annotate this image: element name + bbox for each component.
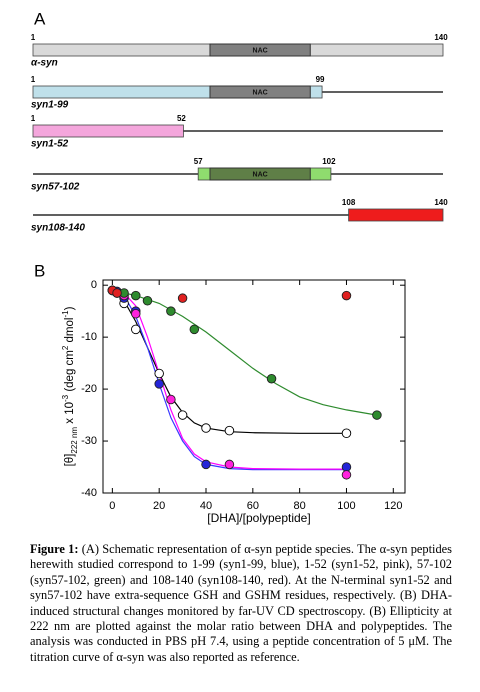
x-tick-label: 0 bbox=[109, 500, 115, 512]
y-axis-label-part: -3 bbox=[61, 394, 70, 402]
y-tick-label: 0 bbox=[91, 279, 97, 291]
y-tick-label: -30 bbox=[81, 435, 97, 447]
caption: Figure 1: (A) Schematic representation o… bbox=[30, 542, 452, 665]
y-tick-label: -10 bbox=[81, 331, 97, 343]
y-tick-label: -40 bbox=[81, 487, 97, 499]
data-point bbox=[166, 394, 176, 405]
nac-label: NAC bbox=[253, 47, 268, 54]
caption-label: Figure 1: bbox=[30, 542, 79, 556]
data-point bbox=[189, 324, 200, 335]
construct-bar bbox=[348, 208, 444, 222]
x-tick-label: 100 bbox=[337, 500, 355, 512]
fit-line bbox=[112, 289, 347, 470]
y-axis-label-part: -1 bbox=[61, 310, 70, 318]
data-point bbox=[112, 288, 122, 298]
nac-box bbox=[209, 43, 311, 57]
data-point bbox=[131, 290, 141, 301]
data-point bbox=[201, 459, 211, 470]
data-point bbox=[266, 373, 277, 384]
construct-label: syn1-52 bbox=[31, 139, 69, 150]
residue-end: 140 bbox=[434, 33, 448, 42]
plot-frame bbox=[102, 279, 406, 494]
fit-line bbox=[112, 289, 347, 434]
data-point bbox=[341, 462, 352, 472]
data-point bbox=[341, 470, 352, 480]
residue-end: 99 bbox=[316, 75, 325, 84]
residue-end: 102 bbox=[322, 157, 336, 166]
x-tick-label: 40 bbox=[200, 500, 212, 512]
construct-label: syn108-140 bbox=[31, 223, 85, 234]
data-point bbox=[142, 296, 153, 306]
fit-line bbox=[112, 289, 378, 416]
caption-text: (A) Schematic representation of α-syn pe… bbox=[30, 542, 452, 664]
x-tick-label: 60 bbox=[247, 500, 259, 512]
construct-label: α-syn bbox=[31, 58, 58, 69]
data-point bbox=[224, 425, 235, 436]
data-point bbox=[372, 410, 382, 420]
construct-label: syn57-102 bbox=[31, 182, 80, 193]
fit-line bbox=[112, 289, 347, 471]
nac-box bbox=[209, 85, 311, 99]
construct-label: syn1-99 bbox=[31, 100, 69, 111]
data-point bbox=[166, 306, 176, 316]
y-axis-label-part: [θ] bbox=[64, 454, 76, 467]
residue-end: 140 bbox=[434, 198, 448, 207]
y-axis-label-part: 2 bbox=[61, 345, 70, 350]
x-tick-label: 80 bbox=[294, 500, 306, 512]
x-axis-label: [DHA]/[polypeptide] bbox=[207, 511, 310, 525]
nac-label: NAC bbox=[253, 171, 268, 178]
data-point bbox=[177, 293, 188, 303]
residue-start: 108 bbox=[342, 198, 356, 207]
data-point bbox=[154, 379, 164, 389]
construct-bar bbox=[32, 124, 184, 138]
y-tick-label: -20 bbox=[81, 383, 97, 395]
nac-box bbox=[209, 167, 311, 181]
panel-label: B bbox=[34, 261, 45, 280]
data-point bbox=[131, 309, 141, 319]
y-axis-label-part: (deg cm bbox=[64, 350, 76, 395]
residue-end: 52 bbox=[177, 114, 186, 123]
panel-label: A bbox=[34, 9, 46, 28]
x-tick-label: 120 bbox=[384, 500, 402, 512]
residue-start: 1 bbox=[31, 75, 36, 84]
y-axis-label-part: dmol bbox=[64, 318, 76, 346]
x-tick-label: 20 bbox=[153, 500, 165, 512]
nac-label: NAC bbox=[253, 89, 268, 96]
figure: A B NAC 1 140 α-syn NAC 1 99 syn1-99 1 52 syn1-52 N… bbox=[31, 9, 448, 525]
data-point bbox=[131, 324, 141, 335]
residue-start: 57 bbox=[194, 157, 203, 166]
residue-start: 1 bbox=[31, 33, 36, 42]
y-axis-label-part: 222 nm bbox=[70, 427, 79, 454]
y-axis-label-part: ) bbox=[64, 306, 76, 310]
data-point bbox=[341, 428, 352, 439]
data-point bbox=[224, 459, 235, 470]
y-axis-label: [θ]222 nm x 10-3 (deg cm2 dmol-1) bbox=[61, 306, 79, 466]
residue-start: 1 bbox=[31, 114, 36, 123]
data-point bbox=[177, 410, 188, 420]
data-point bbox=[154, 368, 164, 379]
y-axis-label-part: x 10 bbox=[64, 402, 76, 427]
data-point bbox=[341, 290, 352, 301]
data-point bbox=[201, 423, 211, 433]
